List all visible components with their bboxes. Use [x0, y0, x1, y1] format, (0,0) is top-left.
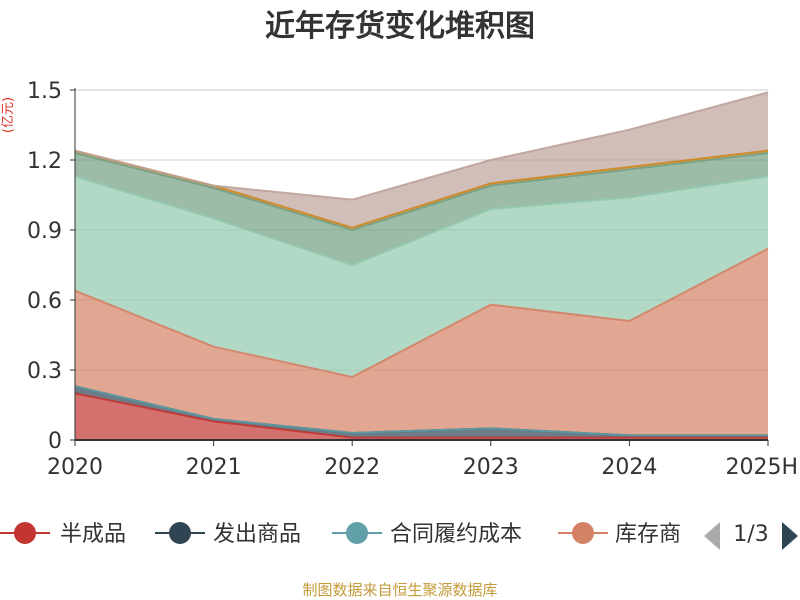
x-tick-label: 2020: [47, 455, 103, 480]
legend-marker-icon: [169, 522, 191, 544]
series-line-6: [74, 152, 769, 232]
y-tick-label: 1.5: [27, 79, 62, 104]
legend-next-page-icon[interactable]: [782, 522, 798, 550]
y-tick-label: 0.3: [27, 359, 62, 384]
x-tick-label: 2023: [463, 455, 519, 480]
legend-item-contract-cost[interactable]: 合同履约成本: [332, 522, 522, 547]
data-source-note: 制图数据来自恒生聚源数据库: [302, 581, 497, 599]
legend-marker-icon: [346, 522, 368, 544]
legend: 半成品 发出商品 合同履约成本 库存商 1/3: [0, 522, 798, 550]
legend-item-inventory-goods[interactable]: 库存商: [558, 522, 681, 547]
y-axis-unit: (亿元): [1, 97, 16, 133]
y-tick-label: 1.2: [27, 149, 62, 174]
legend-marker-icon: [572, 522, 594, 544]
series-lines: [74, 91, 769, 439]
x-tick-labels: 2020 2021 2022 2023 2024 2025H: [47, 455, 798, 480]
series-line-5: [74, 175, 769, 267]
legend-page-indicator: 1/3: [733, 522, 768, 547]
legend-item-shipped-goods[interactable]: 发出商品: [155, 522, 301, 547]
series-line-1: [74, 392, 768, 439]
y-tick-label: 0.9: [27, 219, 62, 244]
y-tick-label: 0: [48, 429, 62, 454]
axes: [70, 88, 769, 446]
area-series-1: [75, 393, 768, 440]
series-line-3: [74, 385, 768, 437]
y-tick-labels: 0 0.3 0.6 0.9 1.2 1.5: [27, 79, 62, 454]
legend-item-semi-finished[interactable]: 半成品: [0, 522, 126, 547]
area-series-4: [75, 248, 768, 436]
legend-label: 发出商品: [213, 522, 301, 547]
y-tick-label: 0.6: [27, 289, 62, 314]
legend-prev-page-icon[interactable]: [704, 522, 720, 550]
series-line-8: [74, 91, 769, 201]
area-series-8: [75, 92, 768, 228]
x-tick-label: 2022: [324, 455, 380, 480]
legend-marker-icon: [14, 522, 36, 544]
x-tick-label: 2025H: [725, 455, 798, 480]
x-tick-label: 2021: [186, 455, 242, 480]
area-series: [75, 92, 768, 440]
legend-label: 半成品: [60, 522, 126, 547]
x-tick-label: 2024: [601, 455, 657, 480]
area-series-5: [75, 176, 768, 377]
series-line-4: [74, 247, 769, 379]
area-series-6: [75, 153, 768, 265]
legend-label: 合同履约成本: [390, 522, 522, 547]
legend-label: 库存商: [615, 522, 681, 547]
chart-title: 近年存货变化堆积图: [265, 9, 535, 44]
